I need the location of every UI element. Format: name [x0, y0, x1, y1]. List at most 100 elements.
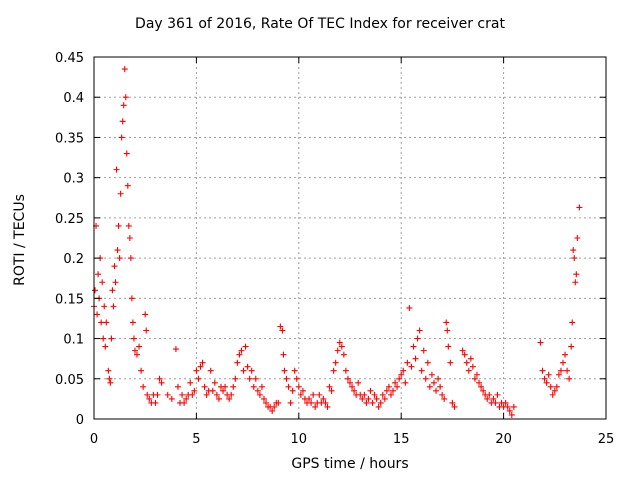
data-point	[447, 359, 454, 366]
data-point	[396, 375, 403, 382]
data-point	[108, 335, 115, 342]
data-point	[236, 351, 243, 358]
y-tick-label: 0.05	[55, 373, 84, 388]
data-point	[445, 343, 452, 350]
data-point	[410, 343, 417, 350]
data-point	[342, 367, 349, 374]
data-point	[377, 399, 384, 406]
data-point	[107, 379, 114, 386]
data-point	[426, 383, 433, 390]
data-point	[121, 66, 128, 73]
data-point	[142, 311, 149, 318]
data-point	[574, 235, 581, 241]
data-point	[312, 403, 319, 410]
data-point	[478, 383, 485, 390]
y-tick-label: 0.45	[55, 51, 84, 66]
data-point	[119, 118, 126, 125]
y-tick-label: 0.25	[55, 212, 84, 227]
y-tick-label: 0.3	[63, 172, 84, 187]
data-point	[127, 255, 134, 262]
data-point	[277, 323, 284, 330]
data-point	[117, 190, 124, 197]
data-point	[559, 359, 566, 366]
data-point	[232, 375, 239, 382]
data-point	[328, 387, 335, 394]
data-point	[390, 387, 397, 394]
y-tick-label: 0.35	[55, 131, 84, 146]
data-point	[480, 387, 487, 394]
data-point	[547, 383, 554, 390]
x-tick-label: 5	[192, 432, 200, 447]
data-point	[510, 403, 517, 410]
data-point	[181, 399, 188, 406]
data-point	[316, 391, 323, 398]
data-point	[334, 347, 341, 354]
data-point	[95, 271, 102, 278]
data-point	[494, 391, 501, 398]
data-point	[281, 367, 288, 374]
data-point	[130, 335, 137, 342]
data-point	[113, 166, 120, 173]
data-point	[486, 391, 493, 398]
data-point	[140, 383, 147, 390]
data-point	[131, 347, 138, 354]
data-point	[158, 379, 165, 386]
data-point	[322, 399, 329, 406]
data-point	[125, 222, 132, 229]
data-point	[398, 371, 405, 378]
x-tick-label: 10	[291, 432, 308, 447]
data-point	[172, 346, 179, 353]
data-point	[459, 347, 466, 354]
data-point	[134, 351, 141, 358]
data-point	[359, 395, 366, 402]
data-point	[371, 391, 378, 398]
data-point	[256, 391, 263, 398]
data-point	[349, 383, 356, 390]
data-point	[246, 375, 253, 382]
data-point	[222, 383, 229, 390]
data-point	[412, 355, 419, 362]
data-point	[179, 391, 186, 398]
data-point	[570, 247, 577, 254]
x-tick-label: 0	[90, 432, 98, 447]
data-point	[338, 343, 345, 350]
data-point	[128, 295, 135, 302]
data-point	[105, 367, 112, 374]
data-point	[238, 347, 245, 354]
data-point	[183, 395, 190, 402]
data-point	[213, 391, 220, 398]
data-point	[230, 383, 237, 390]
data-point	[375, 403, 382, 410]
data-point	[291, 367, 298, 374]
x-axis-label: GPS time / hours	[291, 456, 409, 472]
x-tick-label: 20	[495, 432, 512, 447]
data-point	[112, 279, 119, 286]
data-point	[195, 375, 202, 382]
data-point	[344, 375, 351, 382]
data-point	[539, 367, 546, 374]
data-point	[369, 399, 376, 406]
data-points	[91, 66, 583, 418]
data-point	[336, 339, 343, 346]
data-point	[116, 255, 123, 262]
data-point	[109, 287, 116, 294]
data-point	[211, 379, 218, 386]
data-point	[473, 371, 480, 378]
data-point	[444, 327, 451, 334]
chart-title: Day 361 of 2016, Rate Of TEC Index for r…	[135, 16, 505, 32]
data-point	[226, 395, 233, 402]
data-point	[576, 204, 583, 211]
data-point	[347, 379, 353, 386]
data-point	[271, 403, 278, 410]
data-point	[118, 134, 125, 141]
data-point	[428, 371, 435, 378]
data-point	[562, 351, 569, 358]
data-point	[402, 379, 409, 386]
y-tick-label: 0.4	[63, 91, 84, 106]
data-point	[476, 379, 483, 386]
x-tick-label: 25	[598, 432, 615, 447]
data-point	[392, 379, 399, 386]
data-point	[92, 287, 99, 294]
data-point	[154, 391, 161, 398]
data-point	[146, 395, 153, 402]
